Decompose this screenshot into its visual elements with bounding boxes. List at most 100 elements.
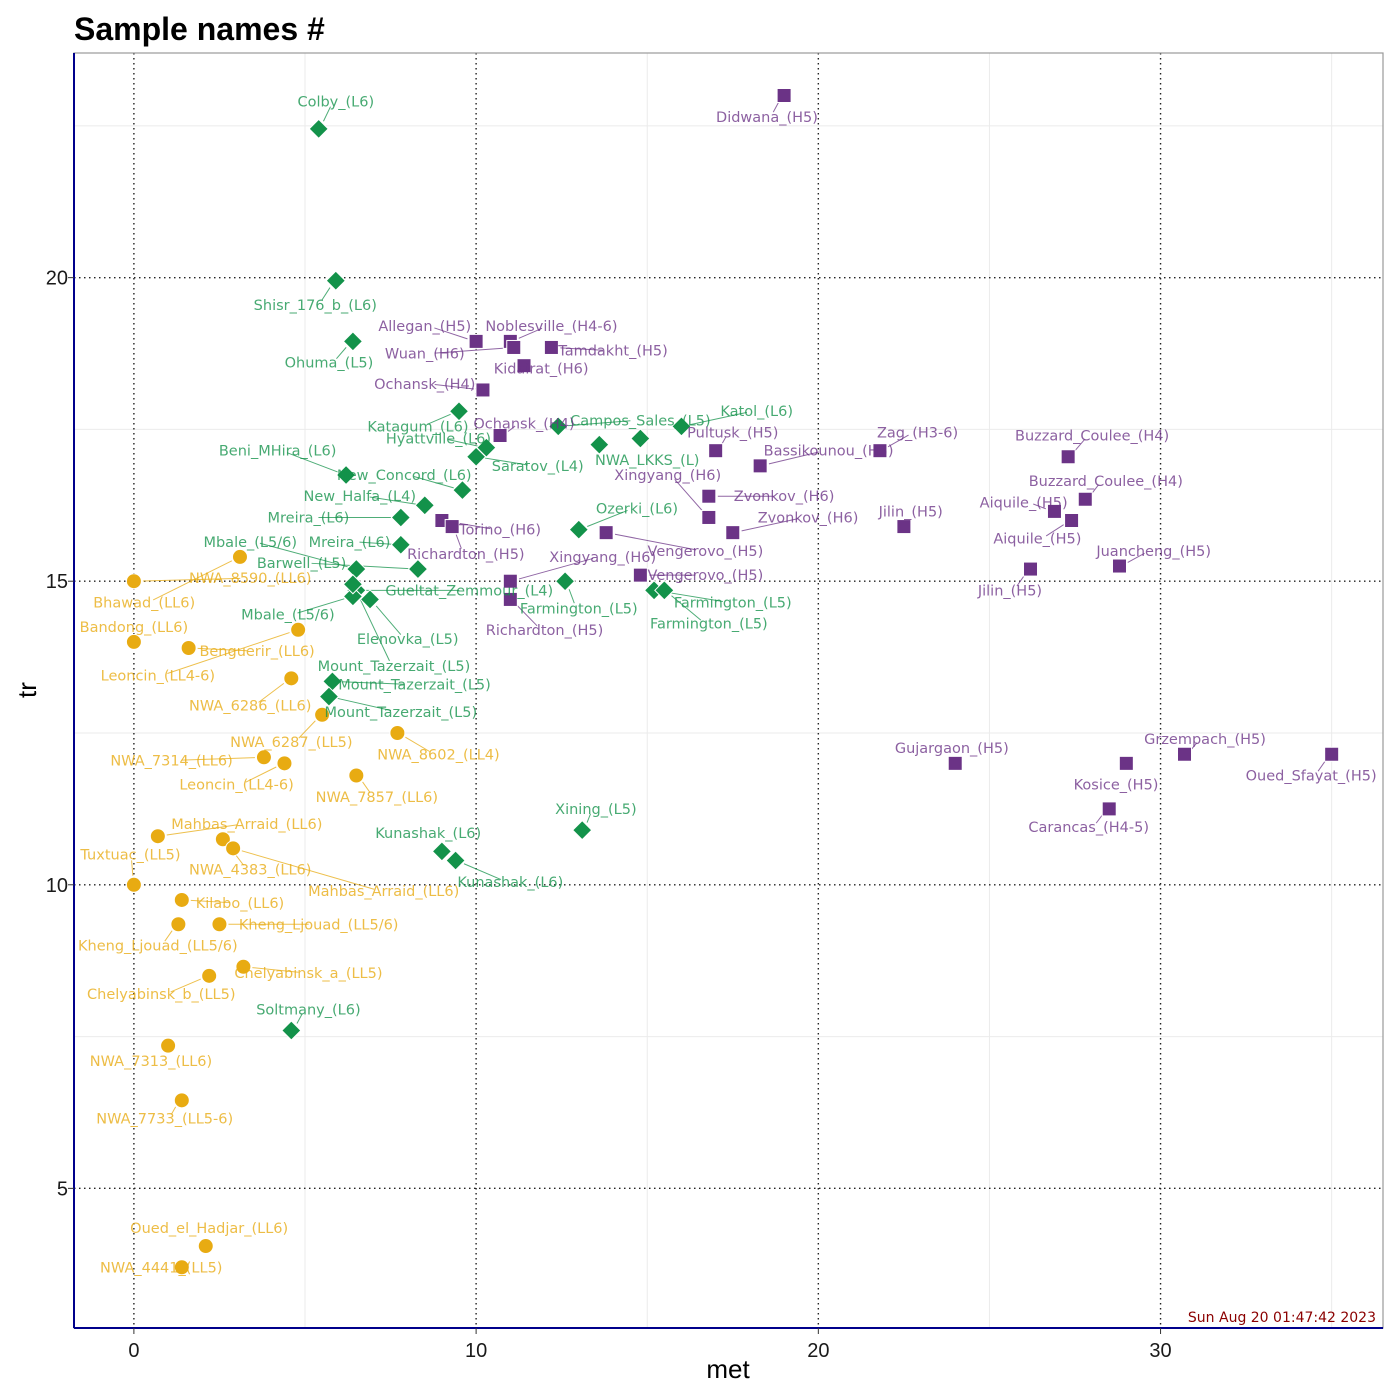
label-leader-line xyxy=(721,436,727,445)
point-label: Ozerki_(L6) xyxy=(596,501,678,517)
data-point-circle xyxy=(255,749,272,766)
label-leader-line xyxy=(455,534,462,549)
point-label: Oued_el_Hadjar_(LL6) xyxy=(130,1221,288,1237)
data-point-circle xyxy=(214,831,231,848)
label-leader-line xyxy=(164,930,173,942)
point-label: NWA_7857_(LL6) xyxy=(316,790,438,806)
point-label: NWA_4383_(LL6) xyxy=(189,863,311,879)
point-label: Jilin_(H5) xyxy=(977,583,1042,599)
label-leader-line xyxy=(241,850,375,890)
point-label: Farmington_(L5) xyxy=(650,617,768,633)
data-point-diamond xyxy=(342,574,364,595)
point-label: Katagum_(L6) xyxy=(367,419,468,435)
point-label: Soltmany_(L6) xyxy=(256,1002,360,1018)
data-point-circle xyxy=(225,840,242,857)
point-label: Mahbas_Arraid_(LL6) xyxy=(171,817,322,833)
data-point-square xyxy=(1111,558,1127,574)
data-point-diamond xyxy=(431,841,453,862)
label-leader-line xyxy=(434,327,468,340)
x-tick-label: 30 xyxy=(1149,1340,1171,1362)
label-leader-line xyxy=(507,425,516,432)
point-label: NWA_6286_(LL6) xyxy=(189,699,311,715)
label-leader-line xyxy=(1317,760,1326,772)
label-leader-line xyxy=(614,533,696,551)
data-point-diamond xyxy=(308,118,329,140)
label-leader-line xyxy=(286,452,338,473)
data-point-square xyxy=(872,443,888,459)
label-leader-line xyxy=(359,541,392,545)
data-point-diamond xyxy=(568,519,589,540)
point-label: Mreira_(L6) xyxy=(309,535,391,551)
data-point-square xyxy=(947,755,963,771)
point-label: New_Halfa_(L4) xyxy=(303,489,416,505)
point-label: Campos_Sales_(L5) xyxy=(570,413,710,429)
point-label: Mount_Tazerzait_(L5) xyxy=(318,659,471,675)
data-point-circle xyxy=(197,1238,214,1255)
point-label: Leoncin_(LL4-6) xyxy=(179,778,293,794)
point-label: Katol_(L6) xyxy=(720,404,793,420)
point-label: Benguerir_(LL6) xyxy=(199,644,314,660)
data-point-diamond xyxy=(589,434,610,455)
x-tick-label: 0 xyxy=(128,1340,139,1362)
data-point-square xyxy=(516,358,532,374)
y-tick-label: 20 xyxy=(46,268,68,290)
point-label: Vengerovo_(H5) xyxy=(648,568,764,584)
label-leader-line xyxy=(434,384,475,390)
point-label: Barwell_(L5) xyxy=(257,556,347,572)
label-leader-line xyxy=(375,605,402,635)
point-label: Xingyang_(H6) xyxy=(549,550,656,566)
label-leader-line xyxy=(1191,742,1198,750)
label-leader-line xyxy=(1033,503,1047,510)
label-leader-line xyxy=(190,899,231,904)
label-leader-line xyxy=(671,595,702,621)
chart-title: Sample names # xyxy=(74,11,325,47)
point-label: NWA_8590_(LL6) xyxy=(189,571,311,587)
data-point-circle xyxy=(173,891,190,908)
label-leader-line xyxy=(142,577,241,582)
data-point-square xyxy=(1046,503,1062,519)
label-leader-line xyxy=(434,347,505,354)
label-leader-line xyxy=(587,509,628,527)
data-point-square xyxy=(632,567,648,583)
point-label: Saratov_(L4) xyxy=(492,459,584,475)
data-point-circle xyxy=(290,621,307,638)
label-leader-line xyxy=(560,347,604,351)
data-point-circle xyxy=(348,767,365,784)
data-point-square xyxy=(1118,755,1134,771)
label-leader-line xyxy=(181,757,255,761)
data-point-circle xyxy=(125,573,142,590)
data-point-square xyxy=(708,443,724,459)
label-leader-line xyxy=(131,860,134,876)
data-point-circle xyxy=(160,1037,177,1054)
label-leader-line xyxy=(516,605,538,627)
data-point-diamond xyxy=(390,534,412,555)
label-leader-line xyxy=(568,589,575,604)
label-leader-line xyxy=(427,413,451,425)
point-label: Kidairat_(H6) xyxy=(494,362,589,378)
data-point-square xyxy=(502,573,518,589)
data-point-diamond xyxy=(359,589,381,610)
data-point-diamond xyxy=(414,495,435,516)
point-label: Ohuma_(L5) xyxy=(285,356,374,372)
data-point-square xyxy=(468,333,484,349)
point-label: Mahbas_Arraid_(LL6) xyxy=(308,884,459,900)
data-point-circle xyxy=(149,828,166,845)
point-label: Kunashak_(L6) xyxy=(375,826,481,842)
label-leader-line xyxy=(356,592,390,662)
point-label: Farmington_(L5) xyxy=(520,602,638,618)
data-point-circle xyxy=(276,755,293,772)
data-point-circle xyxy=(235,958,252,975)
point-label: NWA_4441_(LL5) xyxy=(100,1260,222,1276)
point-label: Tamdakht_(H5) xyxy=(557,344,668,360)
point-label: Chelyabinsk_b_(LL5) xyxy=(87,987,236,1003)
label-leader-line xyxy=(1095,814,1103,824)
point-label: Didwana_(H5) xyxy=(716,110,818,126)
label-leader-line xyxy=(741,518,799,532)
data-point-square xyxy=(1077,491,1093,507)
points xyxy=(125,88,1340,1276)
point-label: Mount_Tazerzait_(L5) xyxy=(338,677,491,693)
label-leader-line xyxy=(772,102,779,113)
x-tick-label: 10 xyxy=(465,1340,487,1362)
